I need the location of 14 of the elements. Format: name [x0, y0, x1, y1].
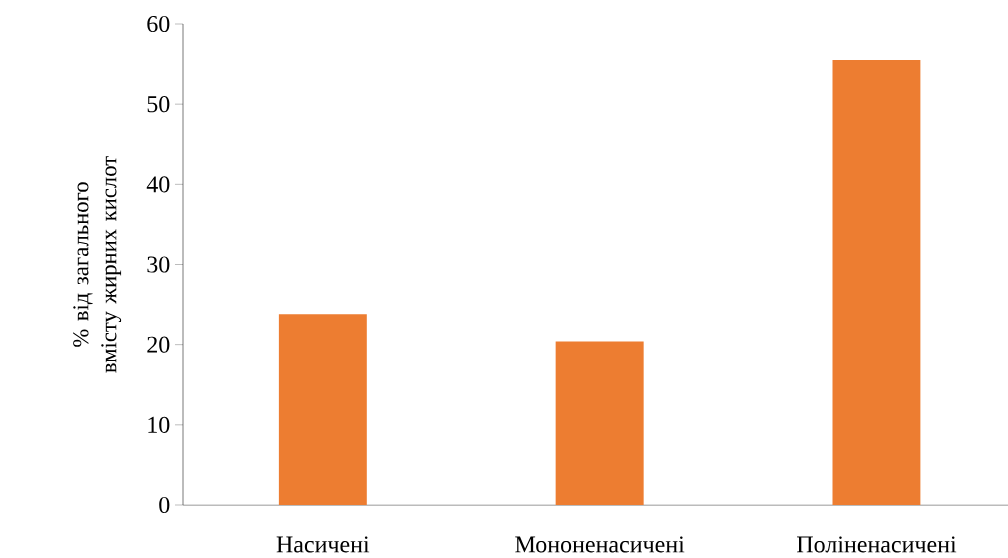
x-tick-label: Мононенасичені	[515, 536, 685, 553]
y-tick-label: 40	[146, 176, 170, 193]
y-tick-label: 20	[147, 336, 170, 353]
bar	[555, 341, 644, 505]
y-tick-label: 10	[148, 416, 170, 433]
y-tick-label: 50	[147, 96, 170, 113]
y-tick-label: 30	[147, 256, 170, 273]
bar	[832, 60, 921, 505]
y-axis-title: % від загального вмісту жирних кислот	[73, 156, 122, 373]
y-tick-label: 60	[147, 15, 170, 33]
y-tick-label: 0	[159, 496, 170, 514]
x-tick-label: Насичені	[276, 536, 370, 553]
x-tick-label: Поліненасичені	[797, 536, 957, 553]
bar	[278, 314, 367, 505]
